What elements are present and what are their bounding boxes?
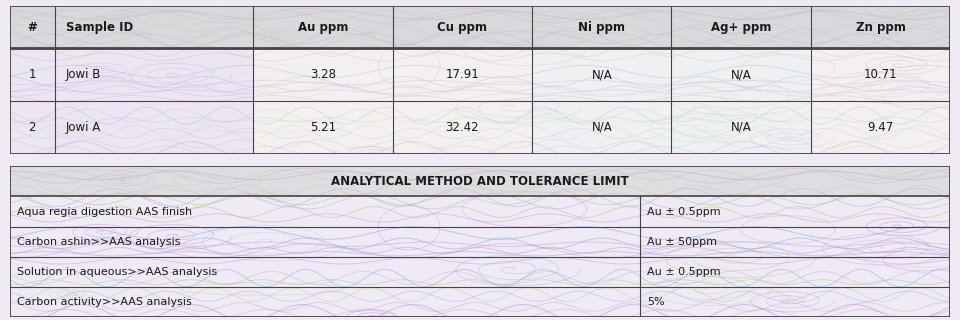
Text: 2: 2 [29,121,36,134]
Text: Jowi A: Jowi A [66,121,101,134]
Text: N/A: N/A [731,68,752,81]
Bar [393,101,532,154]
Bar [10,166,950,196]
Bar [671,48,811,101]
Text: 32.42: 32.42 [445,121,479,134]
Bar [10,101,55,154]
Bar [10,48,55,101]
Text: Au ppm: Au ppm [298,21,348,34]
Text: 5%: 5% [647,297,665,307]
Bar [10,6,950,48]
Text: Carbon ashin>>AAS analysis: Carbon ashin>>AAS analysis [17,236,180,247]
Bar [811,101,950,154]
Bar [811,48,950,101]
Text: Aqua regia digestion AAS finish: Aqua regia digestion AAS finish [17,206,192,217]
Text: Au ± 0.5ppm: Au ± 0.5ppm [647,267,721,277]
Text: Ni ppm: Ni ppm [578,21,625,34]
Text: 5.21: 5.21 [310,121,336,134]
Text: Ag+ ppm: Ag+ ppm [711,21,772,34]
Text: 3.28: 3.28 [310,68,336,81]
Text: Jowi B: Jowi B [66,68,102,81]
Text: 1: 1 [29,68,36,81]
Text: #: # [27,21,37,34]
Text: 10.71: 10.71 [864,68,898,81]
Bar [532,48,671,101]
Text: N/A: N/A [591,68,612,81]
Text: Cu ppm: Cu ppm [438,21,488,34]
Text: Solution in aqueous>>AAS analysis: Solution in aqueous>>AAS analysis [17,267,217,277]
Text: Zn ppm: Zn ppm [855,21,905,34]
Text: Au ± 50ppm: Au ± 50ppm [647,236,717,247]
Bar [55,48,253,101]
Bar [393,48,532,101]
Text: Au ± 0.5ppm: Au ± 0.5ppm [647,206,721,217]
Bar [532,101,671,154]
Text: Carbon activity>>AAS analysis: Carbon activity>>AAS analysis [17,297,192,307]
Text: N/A: N/A [731,121,752,134]
Text: N/A: N/A [591,121,612,134]
Text: ANALYTICAL METHOD AND TOLERANCE LIMIT: ANALYTICAL METHOD AND TOLERANCE LIMIT [331,175,629,188]
Bar [55,101,253,154]
Text: 17.91: 17.91 [445,68,479,81]
Bar [253,48,393,101]
Bar [253,101,393,154]
Bar [671,101,811,154]
Text: Sample ID: Sample ID [66,21,133,34]
Text: 9.47: 9.47 [868,121,894,134]
